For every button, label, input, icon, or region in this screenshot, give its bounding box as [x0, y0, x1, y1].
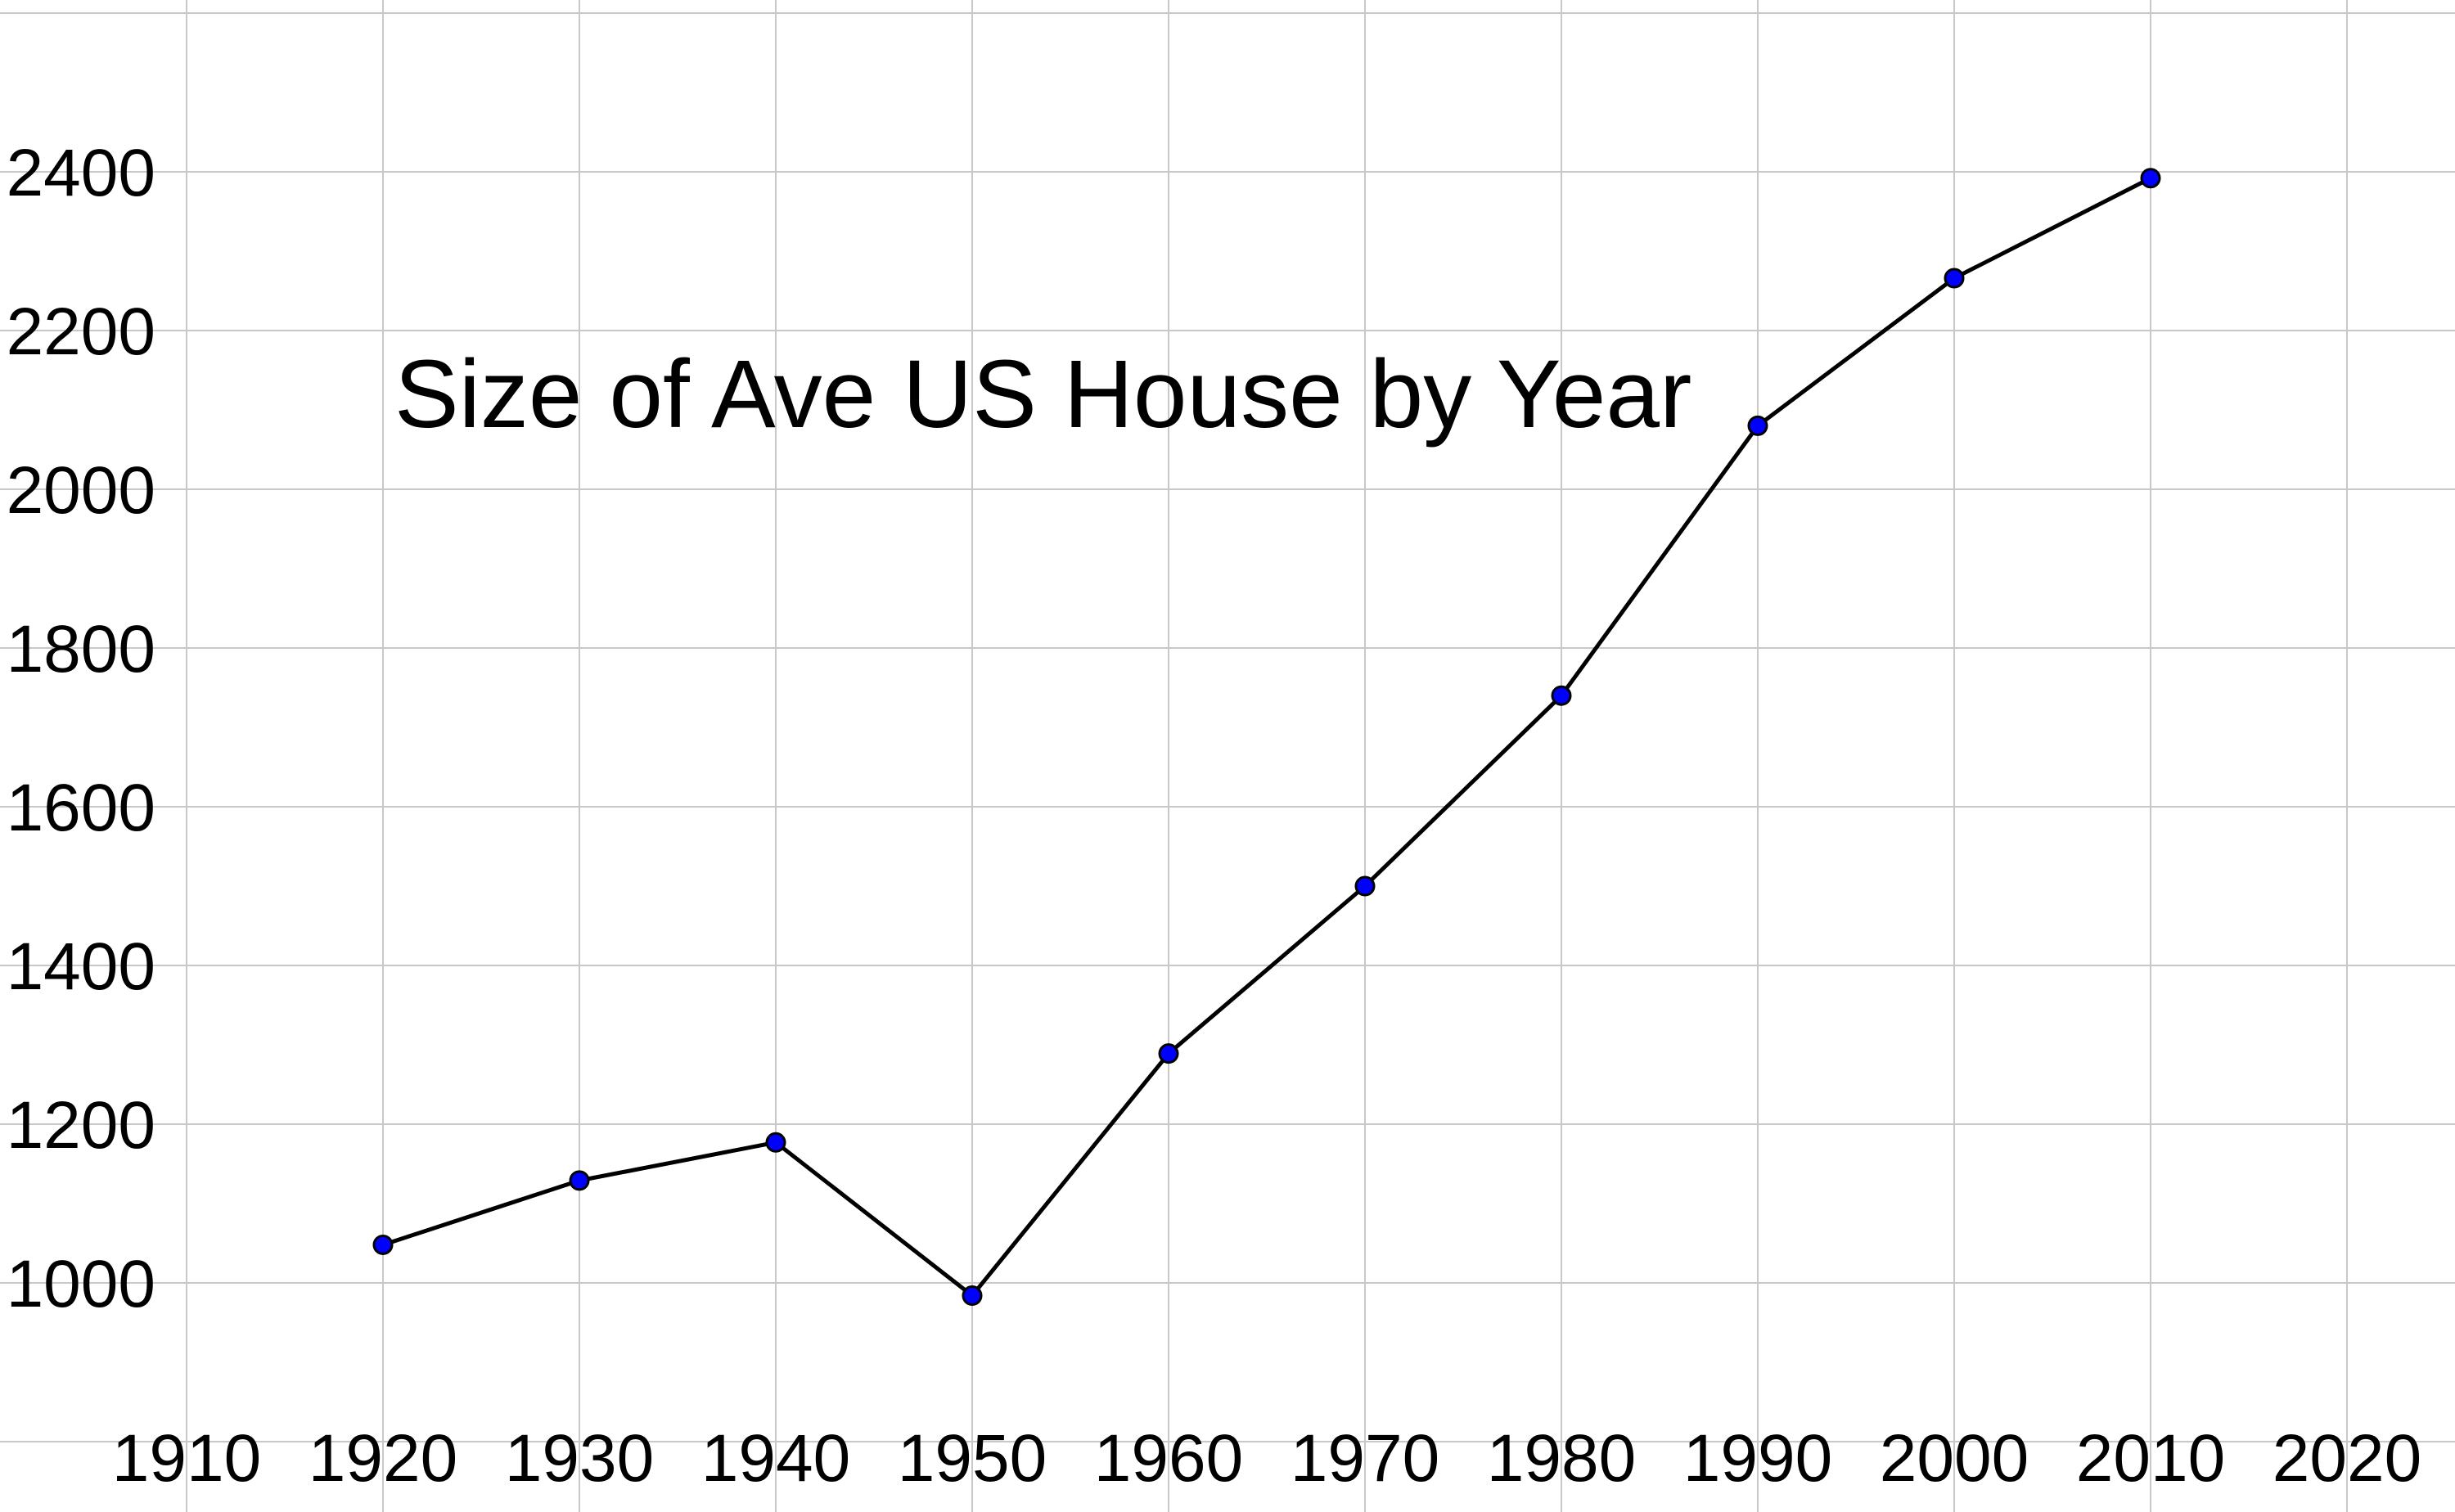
y-tick-label-1400: 1400 — [7, 929, 155, 1004]
x-tick-label-1990: 1990 — [1683, 1421, 1832, 1496]
y-tick-label-1600: 1600 — [7, 771, 155, 845]
x-tick-label-2020: 2020 — [2273, 1421, 2421, 1496]
data-point-1950 — [962, 1285, 983, 1307]
data-point-1970 — [1354, 875, 1376, 897]
y-tick-label-2200: 2200 — [7, 295, 155, 369]
data-point-1990 — [1747, 415, 1768, 436]
x-tick-label-1980: 1980 — [1487, 1421, 1636, 1496]
x-tick-label-1930: 1930 — [505, 1421, 654, 1496]
x-axis-tick-labels: 1910 1920 1930 1940 1950 1960 1970 1980 1990 2000… — [112, 1421, 2421, 1496]
data-point-1940 — [765, 1132, 786, 1153]
x-tick-label-1970: 1970 — [1291, 1421, 1439, 1496]
y-tick-label-2000: 2000 — [7, 453, 155, 528]
data-point-1930 — [569, 1170, 590, 1191]
x-tick-label-1940: 1940 — [701, 1421, 850, 1496]
y-tick-label-1000: 1000 — [7, 1247, 155, 1321]
x-tick-label-1960: 1960 — [1094, 1421, 1243, 1496]
x-tick-label-1920: 1920 — [309, 1421, 457, 1496]
y-tick-label-1200: 1200 — [7, 1088, 155, 1163]
y-tick-label-1800: 1800 — [7, 612, 155, 686]
y-axis-tick-labels: 1000 1200 1400 1600 1800 2000 2200 2400 — [7, 136, 155, 1321]
data-point-2010 — [2140, 168, 2161, 189]
data-point-1920 — [372, 1234, 394, 1255]
x-tick-label-1910: 1910 — [112, 1421, 261, 1496]
y-tick-label-2400: 2400 — [7, 136, 155, 210]
data-point-2000 — [1944, 268, 1965, 289]
x-tick-label-2000: 2000 — [1880, 1421, 2029, 1496]
x-tick-label-2010: 2010 — [2076, 1421, 2225, 1496]
x-tick-label-1950: 1950 — [898, 1421, 1047, 1496]
data-point-1980 — [1551, 685, 1572, 706]
data-point-1960 — [1158, 1043, 1179, 1064]
chart-title: Size of Ave US House by Year — [394, 340, 1691, 448]
series-0 — [372, 168, 2161, 1307]
series-line — [382, 176, 2152, 1298]
